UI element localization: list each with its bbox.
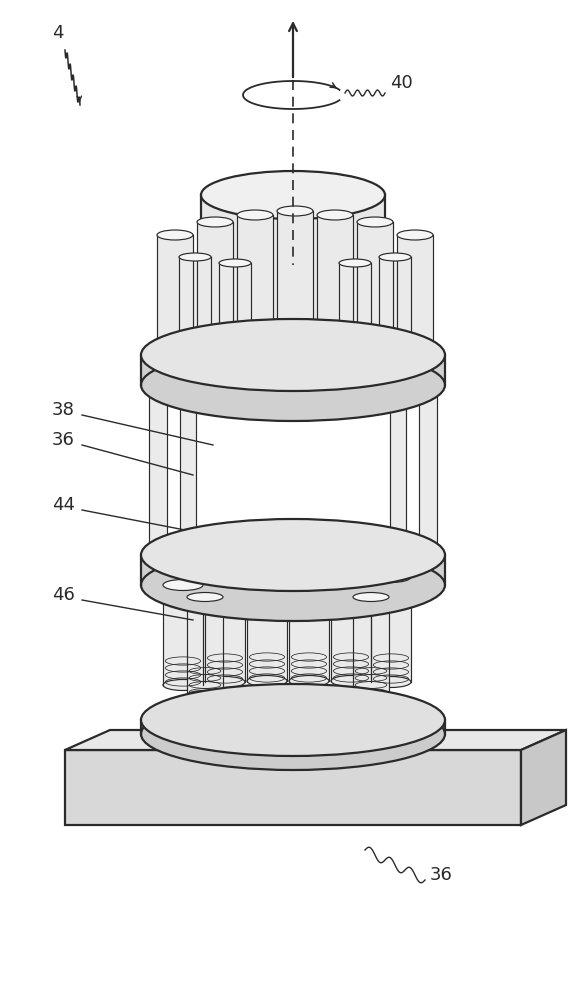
Ellipse shape — [141, 349, 445, 421]
Polygon shape — [141, 555, 445, 585]
Ellipse shape — [277, 206, 313, 216]
Text: 4: 4 — [52, 24, 64, 42]
Polygon shape — [163, 585, 203, 685]
Polygon shape — [353, 597, 389, 695]
Ellipse shape — [157, 230, 193, 240]
Ellipse shape — [179, 253, 211, 261]
Polygon shape — [371, 577, 411, 682]
Ellipse shape — [141, 519, 445, 591]
Ellipse shape — [163, 580, 203, 590]
Ellipse shape — [205, 676, 245, 688]
Ellipse shape — [317, 210, 353, 220]
Ellipse shape — [419, 552, 437, 558]
Polygon shape — [277, 211, 313, 341]
Ellipse shape — [141, 698, 445, 770]
Ellipse shape — [379, 365, 411, 373]
Ellipse shape — [339, 259, 371, 267]
Ellipse shape — [141, 549, 445, 621]
Ellipse shape — [339, 369, 371, 377]
Ellipse shape — [390, 552, 406, 558]
Ellipse shape — [247, 568, 287, 578]
Polygon shape — [237, 215, 273, 343]
Ellipse shape — [397, 230, 433, 240]
Polygon shape — [317, 215, 353, 343]
Ellipse shape — [390, 382, 406, 387]
Ellipse shape — [289, 566, 329, 576]
Ellipse shape — [371, 676, 411, 688]
Ellipse shape — [179, 365, 211, 373]
Ellipse shape — [149, 552, 167, 558]
Polygon shape — [219, 263, 251, 373]
Ellipse shape — [371, 572, 411, 582]
Polygon shape — [357, 222, 393, 347]
Polygon shape — [390, 385, 406, 555]
Ellipse shape — [201, 341, 385, 389]
Text: 44: 44 — [52, 496, 75, 514]
Ellipse shape — [201, 171, 385, 219]
Ellipse shape — [187, 690, 223, 700]
Ellipse shape — [187, 592, 223, 601]
Ellipse shape — [317, 338, 353, 348]
Ellipse shape — [331, 676, 371, 686]
Polygon shape — [205, 577, 245, 682]
Polygon shape — [247, 573, 287, 681]
Polygon shape — [521, 730, 566, 825]
Ellipse shape — [357, 342, 393, 352]
Ellipse shape — [163, 680, 203, 690]
Polygon shape — [179, 257, 211, 369]
Polygon shape — [289, 571, 329, 681]
Text: 40: 40 — [390, 74, 413, 92]
Polygon shape — [65, 730, 566, 750]
Ellipse shape — [379, 253, 411, 261]
Polygon shape — [187, 597, 223, 695]
Polygon shape — [141, 355, 445, 385]
Ellipse shape — [289, 676, 329, 686]
Ellipse shape — [180, 382, 196, 387]
Ellipse shape — [331, 568, 371, 578]
Ellipse shape — [197, 217, 233, 227]
Ellipse shape — [353, 690, 389, 700]
Ellipse shape — [141, 684, 445, 756]
Ellipse shape — [237, 338, 273, 348]
Ellipse shape — [149, 382, 167, 388]
Text: 36: 36 — [52, 431, 75, 449]
Ellipse shape — [157, 350, 193, 360]
Ellipse shape — [141, 319, 445, 391]
Polygon shape — [397, 235, 433, 355]
Ellipse shape — [247, 676, 287, 686]
Polygon shape — [339, 263, 371, 373]
Ellipse shape — [397, 350, 433, 360]
Polygon shape — [331, 573, 371, 681]
Ellipse shape — [205, 572, 245, 582]
Polygon shape — [141, 720, 445, 734]
Text: 36: 36 — [430, 866, 453, 884]
Text: 38: 38 — [52, 401, 75, 419]
Ellipse shape — [357, 217, 393, 227]
Polygon shape — [157, 235, 193, 355]
Ellipse shape — [197, 342, 233, 352]
Ellipse shape — [419, 382, 437, 388]
Ellipse shape — [180, 552, 196, 558]
Ellipse shape — [353, 592, 389, 601]
Ellipse shape — [219, 259, 251, 267]
Polygon shape — [65, 750, 521, 825]
Polygon shape — [419, 385, 437, 555]
Polygon shape — [197, 222, 233, 347]
Ellipse shape — [277, 336, 313, 346]
Text: 46: 46 — [52, 586, 75, 604]
Polygon shape — [180, 385, 196, 555]
Ellipse shape — [219, 369, 251, 377]
Polygon shape — [201, 195, 385, 365]
Polygon shape — [149, 385, 167, 555]
Ellipse shape — [237, 210, 273, 220]
Polygon shape — [379, 257, 411, 369]
